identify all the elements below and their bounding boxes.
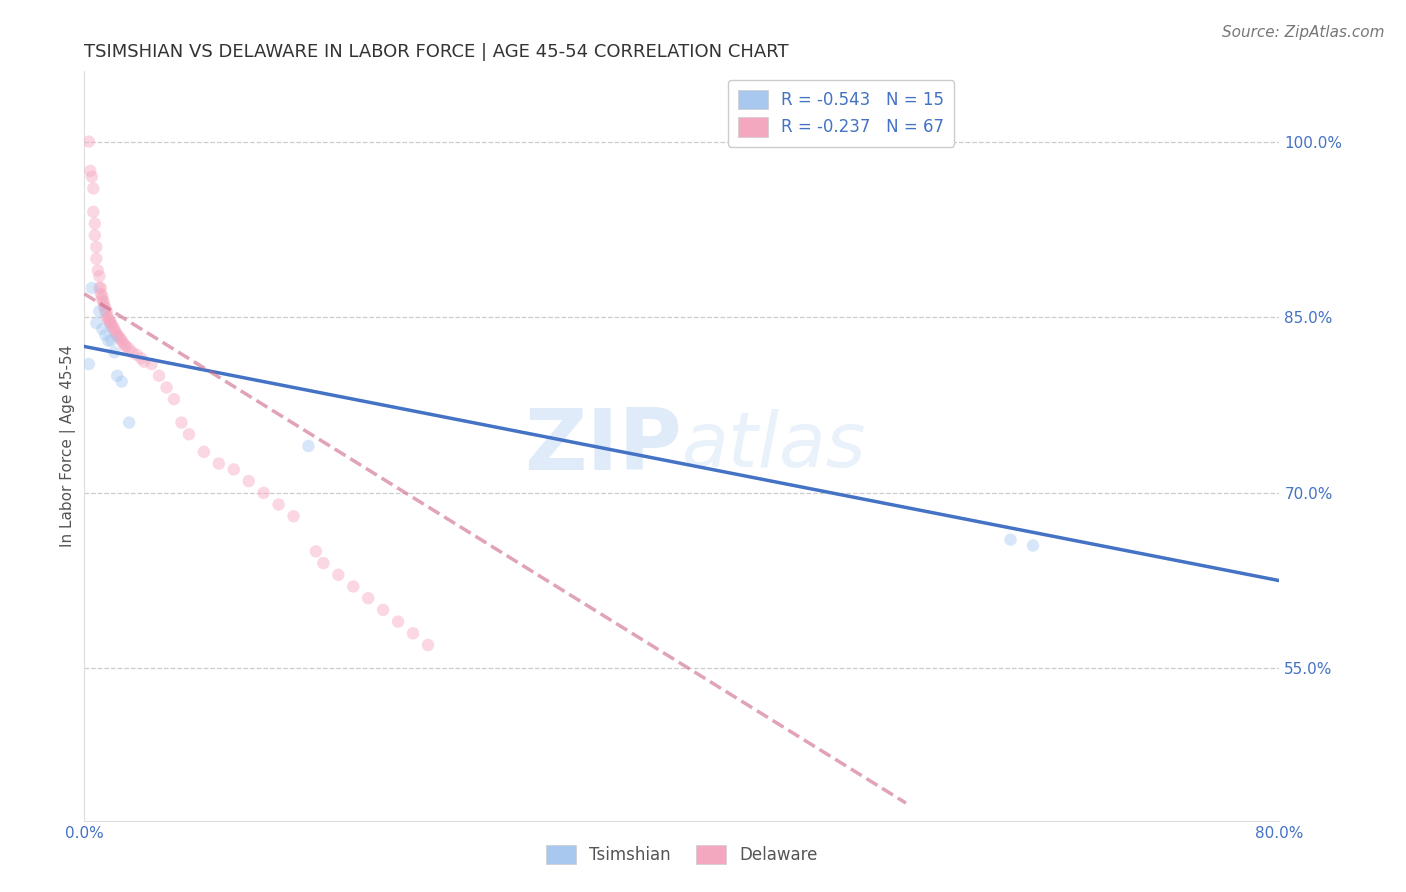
Point xyxy=(312,556,335,570)
Text: atlas: atlas xyxy=(682,409,866,483)
Point xyxy=(121,345,143,359)
Point xyxy=(96,310,118,325)
Point xyxy=(328,567,350,582)
Point xyxy=(89,269,111,284)
Point xyxy=(111,334,134,348)
Point xyxy=(93,299,115,313)
Point xyxy=(357,591,380,606)
Point xyxy=(132,355,156,369)
Point xyxy=(115,339,138,353)
Point xyxy=(283,509,305,524)
Point xyxy=(93,295,115,310)
Point xyxy=(342,580,364,594)
Point xyxy=(177,427,200,442)
Point xyxy=(94,301,117,315)
Point xyxy=(105,368,128,383)
Point xyxy=(80,281,103,295)
Point xyxy=(100,334,122,348)
Point xyxy=(267,498,290,512)
Point xyxy=(163,392,186,407)
Point xyxy=(89,281,111,295)
Point xyxy=(100,316,122,330)
Point xyxy=(86,316,108,330)
Point xyxy=(1022,539,1045,553)
Point xyxy=(89,304,111,318)
Point xyxy=(94,304,117,318)
Point xyxy=(86,240,108,254)
Point xyxy=(82,181,104,195)
Point xyxy=(91,289,114,303)
Point xyxy=(77,135,100,149)
Point xyxy=(80,169,103,184)
Point xyxy=(114,338,136,352)
Point xyxy=(110,331,132,345)
Text: ZIP: ZIP xyxy=(524,404,682,488)
Text: Source: ZipAtlas.com: Source: ZipAtlas.com xyxy=(1222,25,1385,40)
Legend: Tsimshian, Delaware: Tsimshian, Delaware xyxy=(537,837,827,872)
Point xyxy=(83,217,105,231)
Point xyxy=(97,334,120,348)
Point xyxy=(77,357,100,371)
Y-axis label: In Labor Force | Age 45-54: In Labor Force | Age 45-54 xyxy=(60,345,76,547)
Point xyxy=(305,544,328,558)
Point xyxy=(103,324,125,338)
Point xyxy=(416,638,439,652)
Point xyxy=(98,314,121,328)
Point xyxy=(101,319,124,334)
Point xyxy=(87,263,110,277)
Point xyxy=(141,357,163,371)
Point xyxy=(104,326,127,340)
Point xyxy=(105,327,128,342)
Point xyxy=(402,626,425,640)
Point xyxy=(170,416,193,430)
Point xyxy=(118,416,141,430)
Point xyxy=(387,615,409,629)
Point xyxy=(86,252,108,266)
Point xyxy=(90,281,112,295)
Point xyxy=(1000,533,1022,547)
Point xyxy=(91,322,114,336)
Point xyxy=(111,375,134,389)
Point xyxy=(83,228,105,243)
Point xyxy=(238,474,260,488)
Point xyxy=(118,342,141,356)
Text: TSIMSHIAN VS DELAWARE IN LABOR FORCE | AGE 45-54 CORRELATION CHART: TSIMSHIAN VS DELAWARE IN LABOR FORCE | A… xyxy=(84,44,789,62)
Point xyxy=(100,318,122,333)
Point xyxy=(96,304,118,318)
Point xyxy=(112,336,135,351)
Point xyxy=(107,330,129,344)
Point xyxy=(222,462,245,476)
Point xyxy=(103,322,125,336)
Point xyxy=(97,310,120,325)
Point xyxy=(297,439,319,453)
Point xyxy=(98,316,121,330)
Point xyxy=(129,351,152,366)
Point xyxy=(91,293,114,307)
Point xyxy=(105,329,128,343)
Point xyxy=(253,486,276,500)
Point xyxy=(90,286,112,301)
Point xyxy=(155,380,177,394)
Point xyxy=(79,164,101,178)
Point xyxy=(82,205,104,219)
Point xyxy=(97,312,120,326)
Point xyxy=(94,327,117,342)
Point xyxy=(148,368,170,383)
Point xyxy=(193,445,215,459)
Point xyxy=(373,603,395,617)
Point xyxy=(125,348,148,362)
Point xyxy=(208,457,231,471)
Point xyxy=(103,345,125,359)
